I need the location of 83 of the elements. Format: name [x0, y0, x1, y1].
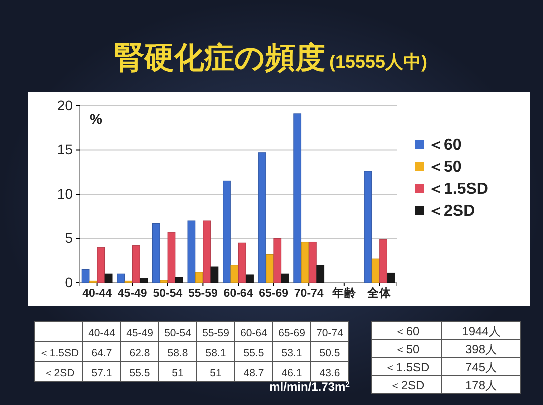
bar	[223, 180, 231, 284]
bar	[387, 272, 396, 284]
legend-label: ＜2SD	[428, 203, 476, 220]
text: 58.8	[168, 348, 188, 360]
x-tick-label: 全体	[366, 286, 393, 300]
text: 55.5	[130, 368, 150, 380]
bar	[281, 274, 290, 284]
x-tick-label: 60-64	[224, 288, 254, 300]
bar	[372, 258, 380, 284]
text: 1944人	[462, 324, 501, 338]
legend-label: ＜60	[428, 137, 462, 154]
bar	[308, 242, 317, 284]
x-tick-label: 年齢	[331, 286, 358, 300]
y-tick-label: 5	[65, 230, 74, 246]
bar	[258, 152, 266, 284]
text: 70-74	[316, 328, 344, 340]
y-tick-label: 10	[57, 186, 74, 202]
y-tick-label: 15	[57, 142, 74, 158]
bar	[132, 246, 140, 284]
bar	[117, 274, 126, 284]
bar	[160, 280, 168, 284]
bar	[316, 265, 325, 284]
bar	[230, 265, 239, 284]
text: 745人	[465, 360, 498, 374]
text: 58.1	[206, 348, 226, 360]
x-tick-label: 50-54	[153, 288, 184, 300]
text: 51	[210, 368, 222, 380]
text: 40-44	[88, 328, 116, 340]
x-tick-label: 40-44	[82, 288, 113, 300]
bar	[195, 272, 204, 284]
text: 398人	[465, 342, 498, 356]
text: 62.8	[130, 348, 150, 360]
x-tick-label: 70-74	[294, 288, 324, 300]
text: 57.1	[92, 368, 112, 380]
text: ＜60	[394, 324, 420, 338]
text: 51	[172, 368, 184, 380]
y-tick-label: 20	[57, 97, 74, 114]
bar	[168, 232, 176, 284]
text: 46.1	[282, 368, 302, 380]
text: ＜1.5SD	[384, 360, 430, 374]
bar	[188, 220, 196, 284]
text: 55-59	[202, 328, 230, 340]
x-tick-label: 45-49	[118, 288, 148, 300]
x-tick-label: 55-59	[188, 288, 218, 300]
text: 64.7	[92, 348, 112, 360]
text: ml/min/1.73m$^{2}$	[270, 380, 351, 394]
bar	[104, 274, 113, 284]
text: ＜2SD	[43, 368, 76, 380]
bar	[203, 220, 211, 284]
bar	[294, 114, 302, 284]
bar	[152, 223, 160, 284]
text: ＜1.5SD	[38, 348, 80, 360]
x-tick-label: 65-69	[259, 288, 289, 300]
text: 55.5	[244, 348, 264, 360]
text: 50.5	[320, 348, 340, 360]
text: ＜2SD	[389, 378, 426, 392]
bar	[97, 247, 106, 284]
bar	[82, 269, 90, 284]
y-axis-title: %	[90, 111, 103, 127]
y-tick-label: 0	[65, 274, 74, 290]
text: 45-49	[126, 328, 154, 340]
bar	[140, 278, 148, 284]
text: 50-54	[164, 328, 192, 340]
text: 65-69	[278, 328, 306, 340]
chart-title: 腎硬化症の頻度	[114, 41, 326, 75]
bar	[274, 238, 282, 284]
text: ＜50	[394, 342, 420, 356]
bar	[266, 254, 274, 284]
bar	[246, 274, 254, 284]
text: 178人	[465, 378, 498, 392]
chart-subtitle: (15555人中)	[329, 52, 428, 72]
text: 53.1	[282, 348, 302, 360]
bar	[364, 171, 372, 284]
bar	[175, 277, 184, 284]
bar	[380, 239, 388, 284]
bar	[210, 266, 219, 284]
legend-label: ＜1.5SD	[428, 181, 488, 198]
bar	[238, 242, 246, 284]
legend-label: ＜50	[428, 159, 462, 176]
text: 48.7	[244, 368, 264, 380]
bar	[301, 242, 310, 284]
text: 43.6	[320, 368, 340, 380]
text: 60-64	[240, 328, 268, 340]
